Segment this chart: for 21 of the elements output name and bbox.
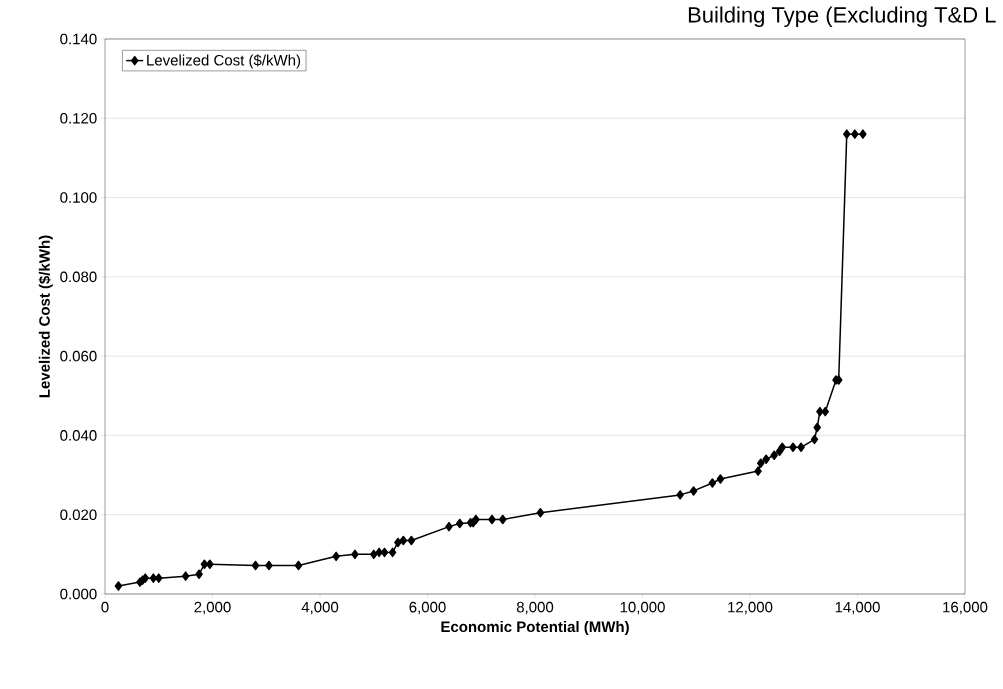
y-tick-label: 0.140 [60,33,97,45]
x-tick-label: 2,000 [194,601,231,615]
chart-title: Building Type (Excluding T&D L [688,6,996,28]
x-tick-label: 12,000 [728,601,773,615]
y-tick-label: 0.060 [60,350,97,362]
x-axis-title: Economic Potential (MWh) [441,621,629,636]
x-tick-label: 4,000 [301,601,339,615]
y-tick-label: 0.020 [60,509,97,521]
y-tick-label: 0.080 [60,271,97,283]
y-tick-label: 0.100 [60,192,97,203]
legend-label: Levelized Cost ($/kWh) [147,54,301,69]
x-tick-label: 14,000 [835,601,880,615]
x-tick-label: 0 [101,601,109,613]
x-tick-label: 8,000 [516,601,554,615]
y-tick-label: 0.120 [60,112,97,124]
y-tick-label: 0.040 [60,430,97,441]
x-tick-label: 10,000 [620,601,665,615]
x-tick-label: 16,000 [943,601,988,615]
y-axis-title: Levelized Cost ($/kWh) [38,235,53,398]
y-tick-label: 0.000 [60,588,97,600]
x-tick-label: 6,000 [409,601,446,615]
